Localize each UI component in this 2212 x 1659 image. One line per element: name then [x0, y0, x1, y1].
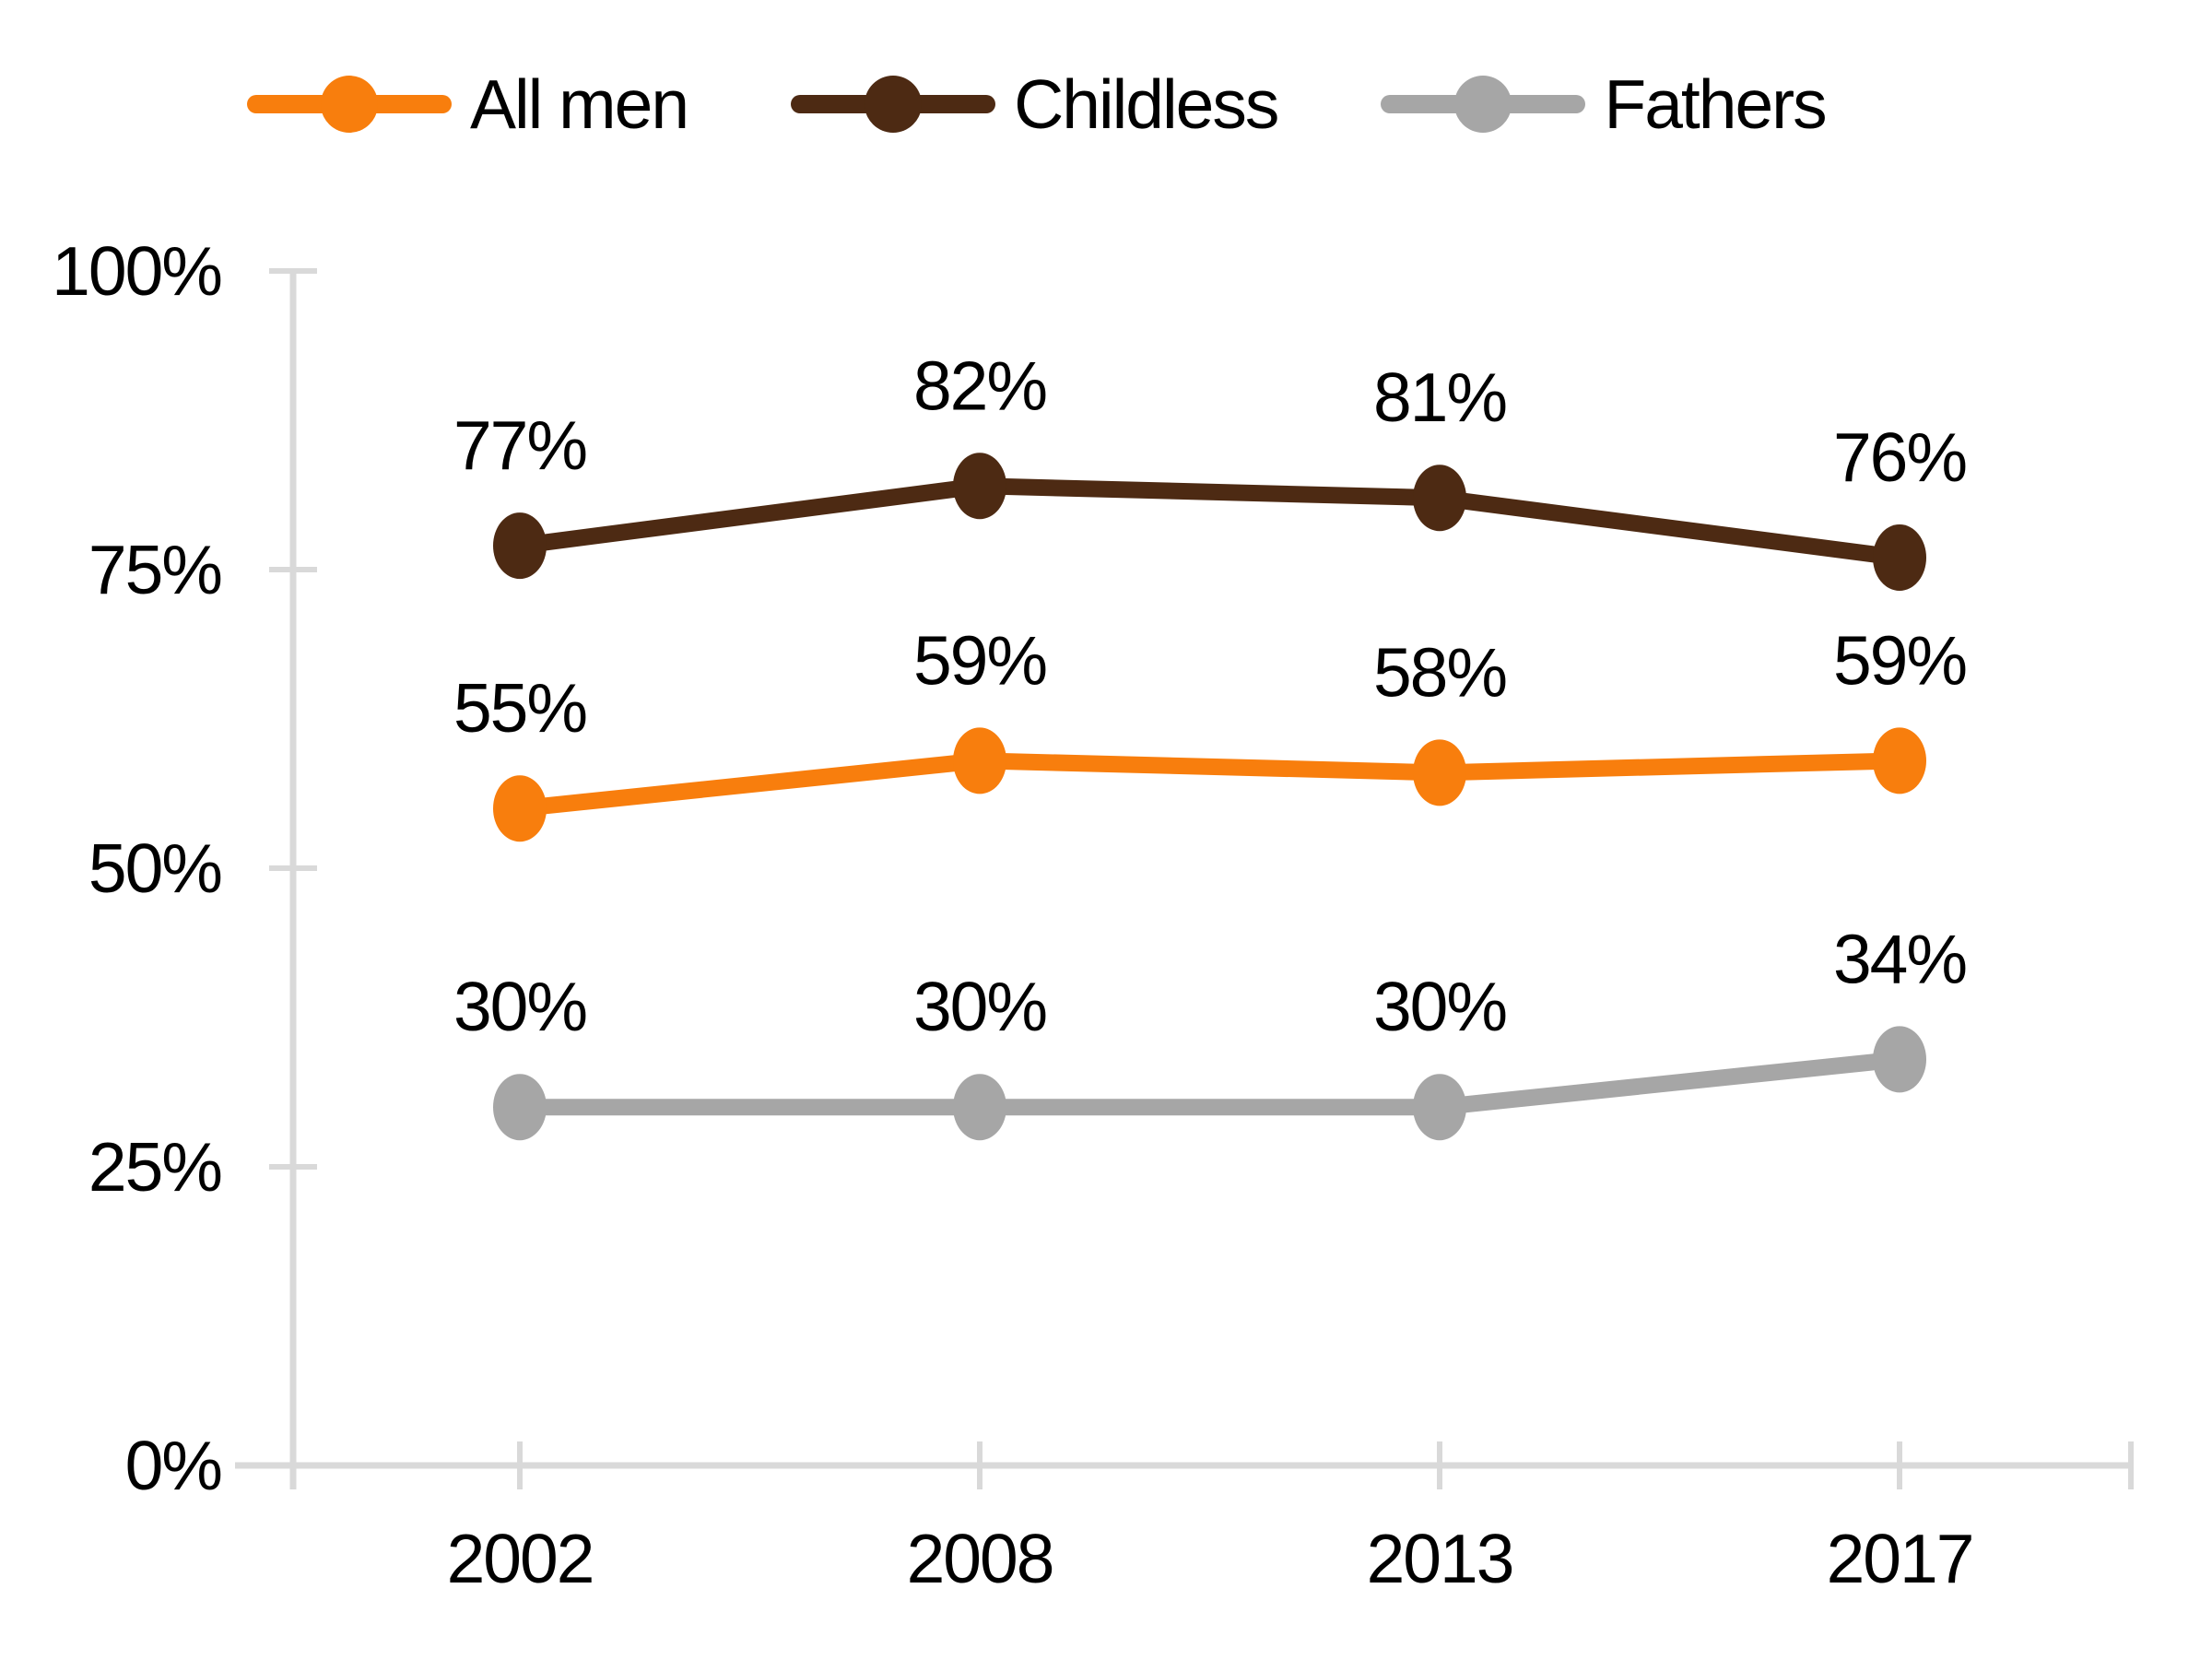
series-line-childless	[512, 477, 1908, 567]
y-tick-label-0: 0%	[125, 1427, 222, 1504]
data-point-childless-2002	[493, 512, 547, 580]
data-label-fathers-2013: 30%	[1373, 968, 1506, 1045]
legend-marker-childless	[791, 74, 996, 135]
legend-label-fathers: Fathers	[1604, 65, 1827, 143]
data-point-childless-2017	[1873, 524, 1926, 592]
data-label-childless-2002: 77%	[453, 406, 586, 484]
legend-dot-icon	[1454, 76, 1512, 133]
legend-item-fathers: Fathers	[1381, 65, 1828, 144]
data-point-fathers-2008	[953, 1074, 1006, 1141]
y-tick-label-25: 25%	[88, 1128, 221, 1206]
legend-item-all-men: All men	[247, 65, 689, 144]
data-point-fathers-2013	[1413, 1074, 1466, 1141]
data-label-fathers-2002: 30%	[453, 968, 586, 1045]
legend-dot-icon	[321, 76, 378, 133]
data-point-all-men-2008	[953, 727, 1006, 794]
data-label-childless-2008: 82%	[913, 347, 1046, 424]
data-point-fathers-2002	[493, 1074, 547, 1141]
y-tick-label-75: 75%	[88, 531, 221, 608]
legend: All men Childless Fathers	[247, 46, 1828, 162]
data-label-all-men-2017: 59%	[1833, 621, 1966, 699]
data-label-all-men-2002: 55%	[453, 669, 586, 747]
x-tick-label-2002: 2002	[447, 1520, 594, 1597]
data-label-fathers-2008: 30%	[913, 968, 1046, 1045]
data-point-all-men-2002	[493, 775, 547, 842]
data-point-all-men-2013	[1413, 739, 1466, 806]
data-point-childless-2008	[953, 453, 1006, 520]
legend-label-childless: Childless	[1014, 65, 1279, 143]
legend-label-all-men: All men	[470, 65, 689, 143]
legend-marker-all-men	[247, 74, 452, 135]
data-label-fathers-2017: 34%	[1833, 920, 1966, 997]
legend-dot-icon	[865, 76, 923, 133]
data-point-all-men-2017	[1873, 727, 1926, 794]
legend-item-childless: Childless	[791, 65, 1279, 144]
legend-marker-fathers	[1381, 74, 1586, 135]
series-line-all-men	[512, 752, 1908, 818]
y-tick-label-50: 50%	[88, 830, 221, 907]
data-label-all-men-2008: 59%	[913, 621, 1046, 699]
x-tick-label-2008: 2008	[907, 1520, 1053, 1597]
data-label-childless-2013: 81%	[1373, 359, 1506, 436]
y-tick-label-100: 100%	[52, 232, 221, 310]
x-tick-label-2017: 2017	[1827, 1520, 1973, 1597]
data-point-fathers-2017	[1873, 1026, 1926, 1093]
x-tick-label-2013: 2013	[1367, 1520, 1513, 1597]
data-label-childless-2017: 76%	[1833, 418, 1966, 496]
data-point-childless-2013	[1413, 465, 1466, 532]
data-label-all-men-2013: 58%	[1373, 633, 1506, 711]
series-line-fathers	[512, 1051, 1908, 1116]
